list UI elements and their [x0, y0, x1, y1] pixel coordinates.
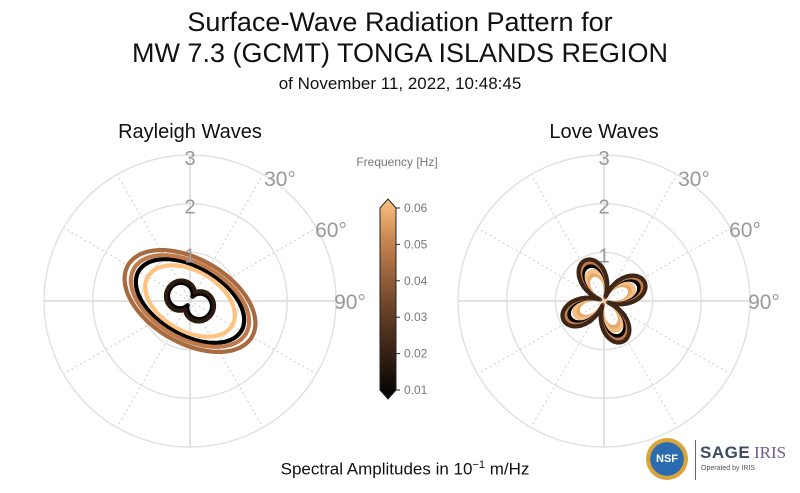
radius-tick-label: 3	[598, 148, 609, 170]
angle-tick-label: 90°	[334, 291, 366, 314]
angle-spoke	[530, 300, 605, 428]
rayleigh-series	[122, 248, 258, 354]
range-ring	[554, 251, 654, 351]
amplitude-units-caption: Spectral Amplitudes in 10−1 m/Hz	[0, 452, 800, 483]
colorbar-ramp	[379, 198, 397, 400]
logo-divider	[695, 440, 696, 480]
radius-tick-label: 2	[184, 197, 195, 219]
chart-title: Surface-Wave Radiation Pattern for	[187, 7, 613, 37]
love-title: Love Waves	[549, 121, 658, 143]
sponsor-logos: NSF SAGE IRIS Operated by IRIS	[644, 434, 794, 486]
range-ring	[506, 202, 703, 400]
radiation-curve-0.02	[163, 278, 217, 324]
chart-subtitle: of November 11, 2022, 10:48:45	[278, 74, 522, 93]
angle-spoke	[477, 227, 605, 302]
caption-unit: m/Hz	[485, 459, 530, 479]
angle-tick-label: 30°	[264, 168, 296, 191]
angle-spoke	[116, 174, 191, 302]
frequency-colorbar: Frequency [Hz] 0.06 0.05 0.04 0.03 0.02 0.01	[356, 155, 438, 400]
angle-spoke	[603, 300, 678, 428]
angle-tick-label: 90°	[748, 291, 780, 314]
angle-spoke	[189, 300, 317, 375]
colorbar-tick-label: 0.05	[404, 237, 428, 251]
rayleigh-tick-labels: 1 2 3 30° 60° 90°	[184, 148, 365, 314]
radius-tick-label: 2	[598, 197, 609, 219]
colorbar-tick-label: 0.06	[404, 201, 428, 215]
colorbar-tick-label: 0.02	[404, 347, 428, 361]
rayleigh-panel: Rayleigh Waves 1 2 3 30° 60° 90°	[43, 121, 366, 448]
range-ring	[43, 154, 337, 448]
angle-spoke	[63, 227, 191, 302]
love-panel: Love Waves 1 2 3 30° 60° 90°	[457, 121, 780, 448]
angle-spoke	[63, 300, 191, 375]
radiation-curve-0.03	[143, 263, 237, 339]
range-ring	[457, 154, 751, 448]
colorbar-tick-label: 0.01	[404, 383, 428, 397]
angle-spoke	[189, 174, 264, 302]
angle-spoke	[189, 227, 317, 302]
angle-tick-label: 30°	[678, 168, 710, 191]
angle-spoke	[603, 174, 678, 302]
angle-spoke	[530, 174, 605, 302]
caption-exponent: −1	[472, 459, 485, 471]
radius-tick-label: 1	[598, 245, 609, 267]
love-tick-labels: 1 2 3 30° 60° 90°	[598, 148, 779, 314]
rayleigh-title: Rayleigh Waves	[118, 121, 262, 143]
angle-tick-label: 60°	[315, 219, 347, 242]
radiation-curve-0.045	[128, 253, 252, 349]
colorbar-ticks: 0.06 0.05 0.04 0.03 0.02 0.01	[396, 201, 428, 397]
radiation-curve-0.04	[560, 257, 648, 345]
sage-logo: SAGE	[700, 443, 751, 462]
colorbar-tick-label: 0.04	[404, 274, 428, 288]
angle-spoke	[189, 300, 264, 428]
love-series	[560, 257, 648, 345]
angle-tick-label: 60°	[729, 219, 761, 242]
angle-spoke	[477, 300, 605, 375]
colorbar-label: Frequency [Hz]	[356, 155, 437, 169]
radius-tick-label: 1	[184, 245, 195, 267]
operated-by-text: Operated by IRIS	[701, 465, 756, 472]
chart-title-event: MW 7.3 (GCMT) TONGA ISLANDS REGION	[131, 38, 669, 68]
radiation-curve-0.05	[122, 248, 258, 354]
nsf-logo: NSF	[646, 438, 688, 480]
angle-spoke	[603, 227, 731, 302]
caption-text: Spectral Amplitudes in 10	[280, 459, 473, 479]
angle-spoke	[116, 300, 191, 428]
colorbar-tick-label: 0.03	[404, 310, 428, 324]
range-ring	[91, 202, 289, 400]
radiation-curve-0.04	[133, 257, 247, 345]
angle-spoke	[603, 300, 731, 375]
iris-logo: IRIS	[754, 443, 787, 462]
radius-tick-label: 3	[184, 148, 195, 170]
